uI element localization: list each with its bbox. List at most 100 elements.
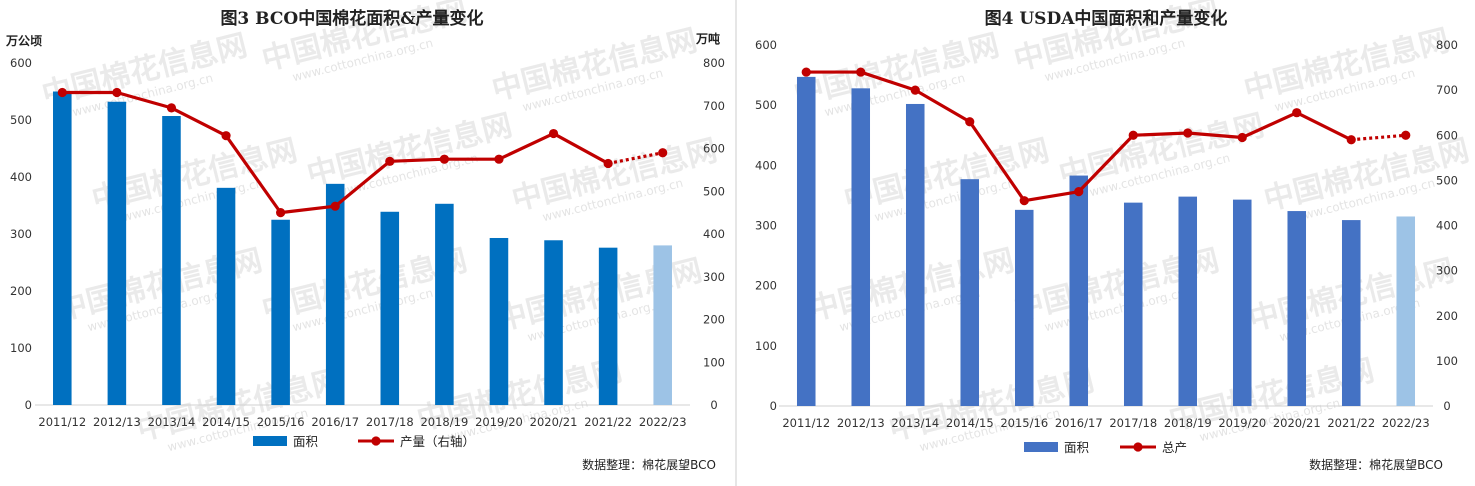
- area-bar: [905, 103, 925, 407]
- y-tick-label-left: 600: [755, 38, 777, 52]
- area-bar: [435, 203, 454, 405]
- production-point: [856, 67, 866, 77]
- area-bar: [851, 88, 871, 406]
- y-tick-label-right: 100: [1436, 354, 1458, 368]
- y-tick-label-right: 800: [703, 56, 725, 70]
- y-tick-label-left: 300: [755, 219, 777, 233]
- chart-bco: 中国棉花信息网www.cottonchina.org.cn中国棉花信息网www.…: [5, 0, 725, 472]
- production-point: [1292, 108, 1302, 118]
- y-tick-label-right: 0: [1443, 399, 1450, 413]
- data-source-label: 数据整理：棉花展望BCO: [1309, 457, 1443, 472]
- production-point: [166, 103, 177, 113]
- x-tick-label: 2022/23: [639, 415, 687, 429]
- y-tick-label-right: 500: [1436, 173, 1458, 187]
- y-tick-label-left: 0: [25, 398, 32, 412]
- y-tick-label-left: 500: [10, 113, 32, 127]
- production-point: [1074, 187, 1084, 197]
- y-tick-label-left: 600: [10, 56, 32, 70]
- area-bar: [1123, 202, 1143, 406]
- area-bar: [325, 183, 345, 405]
- y-tick-label-right: 700: [703, 99, 725, 113]
- production-point: [330, 201, 340, 211]
- production-point: [965, 117, 975, 127]
- y-tick-label-right: 600: [703, 142, 725, 156]
- x-tick-label: 2011/12: [782, 416, 830, 430]
- y-tick-label-right: 100: [703, 355, 725, 369]
- legend-swatch-marker: [1133, 442, 1143, 452]
- x-tick-label: 2015/16: [1000, 416, 1048, 430]
- y-tick-label-right: 600: [1436, 128, 1458, 142]
- chart-title: 图3 BCO中国棉花面积&产量变化: [220, 8, 483, 29]
- production-point: [801, 67, 811, 77]
- y-tick-label-left: 200: [755, 279, 777, 293]
- y-tick-label-left: 400: [755, 158, 777, 172]
- x-tick-label: 2017/18: [366, 415, 414, 429]
- y-tick-label-left: 500: [755, 98, 777, 112]
- watermark-layer: 中国棉花信息网www.cottonchina.org.cn中国棉花信息网www.…: [38, 0, 720, 454]
- legend-swatch-marker: [371, 436, 381, 446]
- production-point: [1183, 128, 1193, 138]
- chart-panel-usda: 中国棉花信息网 www.cottonchina.org.cn 中国棉花信息网 www.…: [737, 0, 1475, 486]
- panel-divider: [735, 0, 737, 486]
- chart-panel-bco: 中国棉花信息网 www.cottonchina.org.cn 中国棉花信息网 www.…: [0, 0, 735, 486]
- x-tick-label: 2013/14: [148, 415, 196, 429]
- area-bar: [544, 240, 563, 405]
- x-tick-label: 2022/23: [1382, 416, 1430, 430]
- y-tick-label-left: 100: [755, 339, 777, 353]
- y-tick-label-right: 800: [1436, 38, 1458, 52]
- area-bar: [107, 101, 127, 405]
- production-point: [548, 128, 559, 139]
- area-bar: [380, 211, 400, 405]
- production-point: [1019, 196, 1029, 206]
- area-bar: [1069, 175, 1089, 406]
- y-tick-label-right: 0: [710, 398, 717, 412]
- data-source-label: 数据整理：棉花展望BCO: [582, 457, 716, 472]
- area-bar: [598, 247, 618, 405]
- y-tick-label-left: 200: [10, 284, 32, 298]
- production-point: [439, 154, 449, 164]
- production-point: [112, 87, 122, 98]
- x-tick-label: 2016/17: [311, 415, 359, 429]
- production-point: [910, 85, 920, 95]
- production-point: [1237, 132, 1247, 143]
- area-bar: [796, 76, 816, 406]
- production-point: [1346, 135, 1356, 145]
- area-bar: [1287, 211, 1307, 406]
- production-point: [57, 87, 67, 98]
- legend-label-production: 总产: [1162, 440, 1187, 455]
- x-tick-label: 2014/15: [946, 416, 994, 430]
- x-tick-label: 2020/21: [530, 415, 578, 429]
- y-tick-label-right: 200: [1436, 309, 1458, 323]
- production-point: [276, 208, 286, 218]
- production-point: [385, 156, 395, 166]
- production-point: [221, 131, 231, 141]
- x-tick-label: 2014/15: [202, 415, 250, 429]
- y-tick-label-left: 0: [770, 399, 777, 413]
- area-bar: [1014, 209, 1034, 406]
- area-bar: [1178, 196, 1198, 406]
- legend-label-area: 面积: [1064, 440, 1089, 455]
- area-bar: [1341, 220, 1361, 406]
- x-tick-label: 2012/13: [837, 416, 885, 430]
- x-tick-label: 2012/13: [93, 415, 141, 429]
- x-tick-label: 2013/14: [891, 416, 939, 430]
- production-point: [1128, 130, 1138, 140]
- x-tick-label: 2018/19: [1164, 416, 1212, 430]
- x-tick-label: 2011/12: [38, 415, 86, 429]
- area-bar: [216, 187, 236, 405]
- chart-usda: 中国棉花信息网www.cottonchina.org.cn中国棉花信息网www.…: [755, 0, 1473, 472]
- legend-label-production: 产量（右轴）: [400, 434, 475, 449]
- legend-label-area: 面积: [293, 434, 318, 449]
- area-bar: [1396, 216, 1416, 406]
- y-tick-label-left: 300: [10, 227, 32, 241]
- x-tick-label: 2019/20: [1218, 416, 1266, 430]
- x-tick-label: 2015/16: [257, 415, 305, 429]
- x-tick-label: 2016/17: [1055, 416, 1103, 430]
- y-tick-label-left: 100: [10, 341, 32, 355]
- y-tick-label-right: 300: [703, 270, 725, 284]
- area-bar: [162, 116, 181, 405]
- y-tick-label-right: 300: [1436, 264, 1458, 278]
- x-tick-label: 2021/22: [1327, 416, 1375, 430]
- production-forecast-line: [1351, 133, 1406, 142]
- production-point: [494, 154, 504, 164]
